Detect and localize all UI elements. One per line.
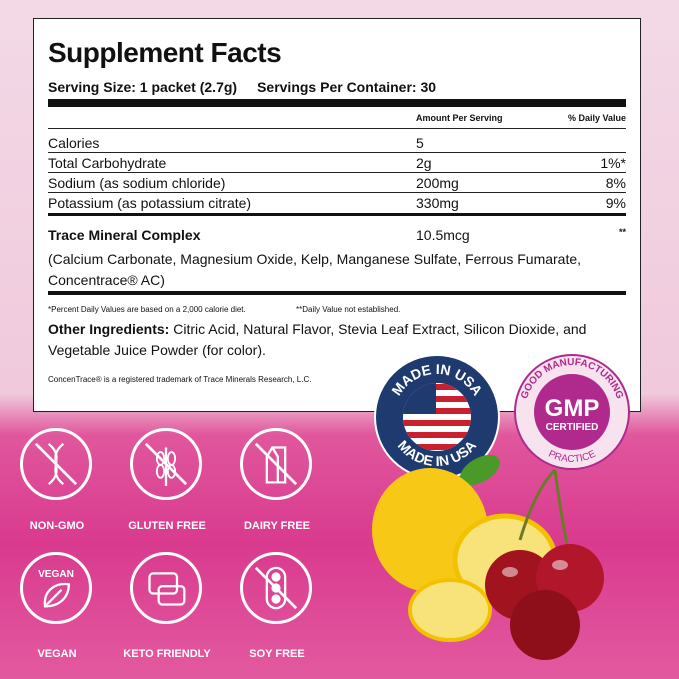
other-label: Other Ingredients: — [48, 321, 170, 337]
nutrient-name: Trace Mineral Complex — [48, 227, 201, 243]
footnote-2: **Daily Value not established. — [296, 305, 401, 314]
table-row: Calories 5 — [48, 133, 626, 153]
supplement-facts-panel: Supplement Facts Serving Size: 1 packet … — [33, 18, 641, 412]
divider — [48, 99, 626, 107]
nutrient-dv: 8% — [605, 175, 626, 191]
feature-label: SOY FREE — [249, 648, 305, 660]
wheat-icon — [130, 428, 202, 500]
footnote-1: *Percent Daily Values are based on a 2,0… — [48, 305, 246, 314]
serving-size: Serving Size: 1 packet (2.7g) — [48, 79, 238, 95]
milk-carton-icon — [240, 428, 312, 500]
svg-text:VEGAN: VEGAN — [38, 569, 74, 580]
svg-text:PRACTICE: PRACTICE — [546, 448, 597, 465]
svg-text:GMP: GMP — [545, 395, 600, 422]
nutrient-amount: 2g — [416, 155, 432, 171]
feature-label: VEGAN — [37, 648, 77, 660]
made-in-usa-badge: MADE IN USA MADE IN USA — [374, 354, 500, 480]
feature-label: DAIRY FREE — [243, 520, 310, 532]
nutrient-name: Sodium (as sodium chloride) — [48, 175, 226, 191]
leaf-icon: VEGAN — [20, 552, 92, 624]
table-header: Amount Per Serving % Daily Value — [48, 113, 626, 129]
trace-detail: (Calcium Carbonate, Magnesium Oxide, Kel… — [48, 251, 582, 288]
servings-per-container: Servings Per Container: 30 — [257, 79, 437, 95]
table-row: Sodium (as sodium chloride) 200mg 8% — [48, 173, 626, 193]
feature-label: NON-GMO — [29, 520, 85, 532]
nutrient-dv: 1%* — [600, 155, 626, 171]
nutrient-name: Total Carbohydrate — [48, 155, 167, 171]
us-flag-icon — [403, 383, 471, 451]
divider — [48, 291, 626, 295]
other-ingredients: Other Ingredients: Citric Acid, Natural … — [48, 319, 600, 361]
serving-info: Serving Size: 1 packet (2.7g) Servings Pe… — [48, 79, 436, 95]
nutrient-amount: 200mg — [416, 175, 459, 191]
table-row: Potassium (as potassium citrate) 330mg 9% — [48, 193, 626, 216]
nutrient-dv: ** — [618, 227, 626, 237]
trace-row: Trace Mineral Complex 10.5mcg ** — [48, 225, 626, 245]
nutrient-dv: 9% — [605, 195, 626, 211]
other-text: Citric Acid, Natural Flavor, Stevia Leaf… — [48, 321, 587, 358]
trademark-note: ConcenTrace® is a registered trademark o… — [48, 375, 312, 384]
keto-chat-icon — [130, 552, 202, 624]
col-dv: % Daily Value — [567, 113, 626, 123]
nutrient-amount: 5 — [416, 135, 424, 151]
soybean-icon — [240, 552, 312, 624]
col-amount: Amount Per Serving — [416, 113, 503, 123]
facts-title: Supplement Facts — [48, 37, 282, 68]
nutrient-name: Potassium (as potassium citrate) — [48, 195, 252, 211]
dna-icon — [20, 428, 92, 500]
table-row: Total Carbohydrate 2g 1%* — [48, 153, 626, 173]
nutrient-amount: 10.5mcg — [416, 227, 470, 243]
gmp-certified-badge: GOOD MANUFACTURING PRACTICE GMP CERTIFIE… — [514, 354, 630, 470]
svg-text:CERTIFIED: CERTIFIED — [546, 422, 599, 433]
lemon-cherry-illustration — [372, 454, 604, 660]
nutrient-amount: 330mg — [416, 195, 459, 211]
feature-label: KETO FRIENDLY — [123, 648, 211, 660]
feature-label: GLUTEN FREE — [128, 520, 206, 532]
nutrient-name: Calories — [48, 135, 100, 151]
